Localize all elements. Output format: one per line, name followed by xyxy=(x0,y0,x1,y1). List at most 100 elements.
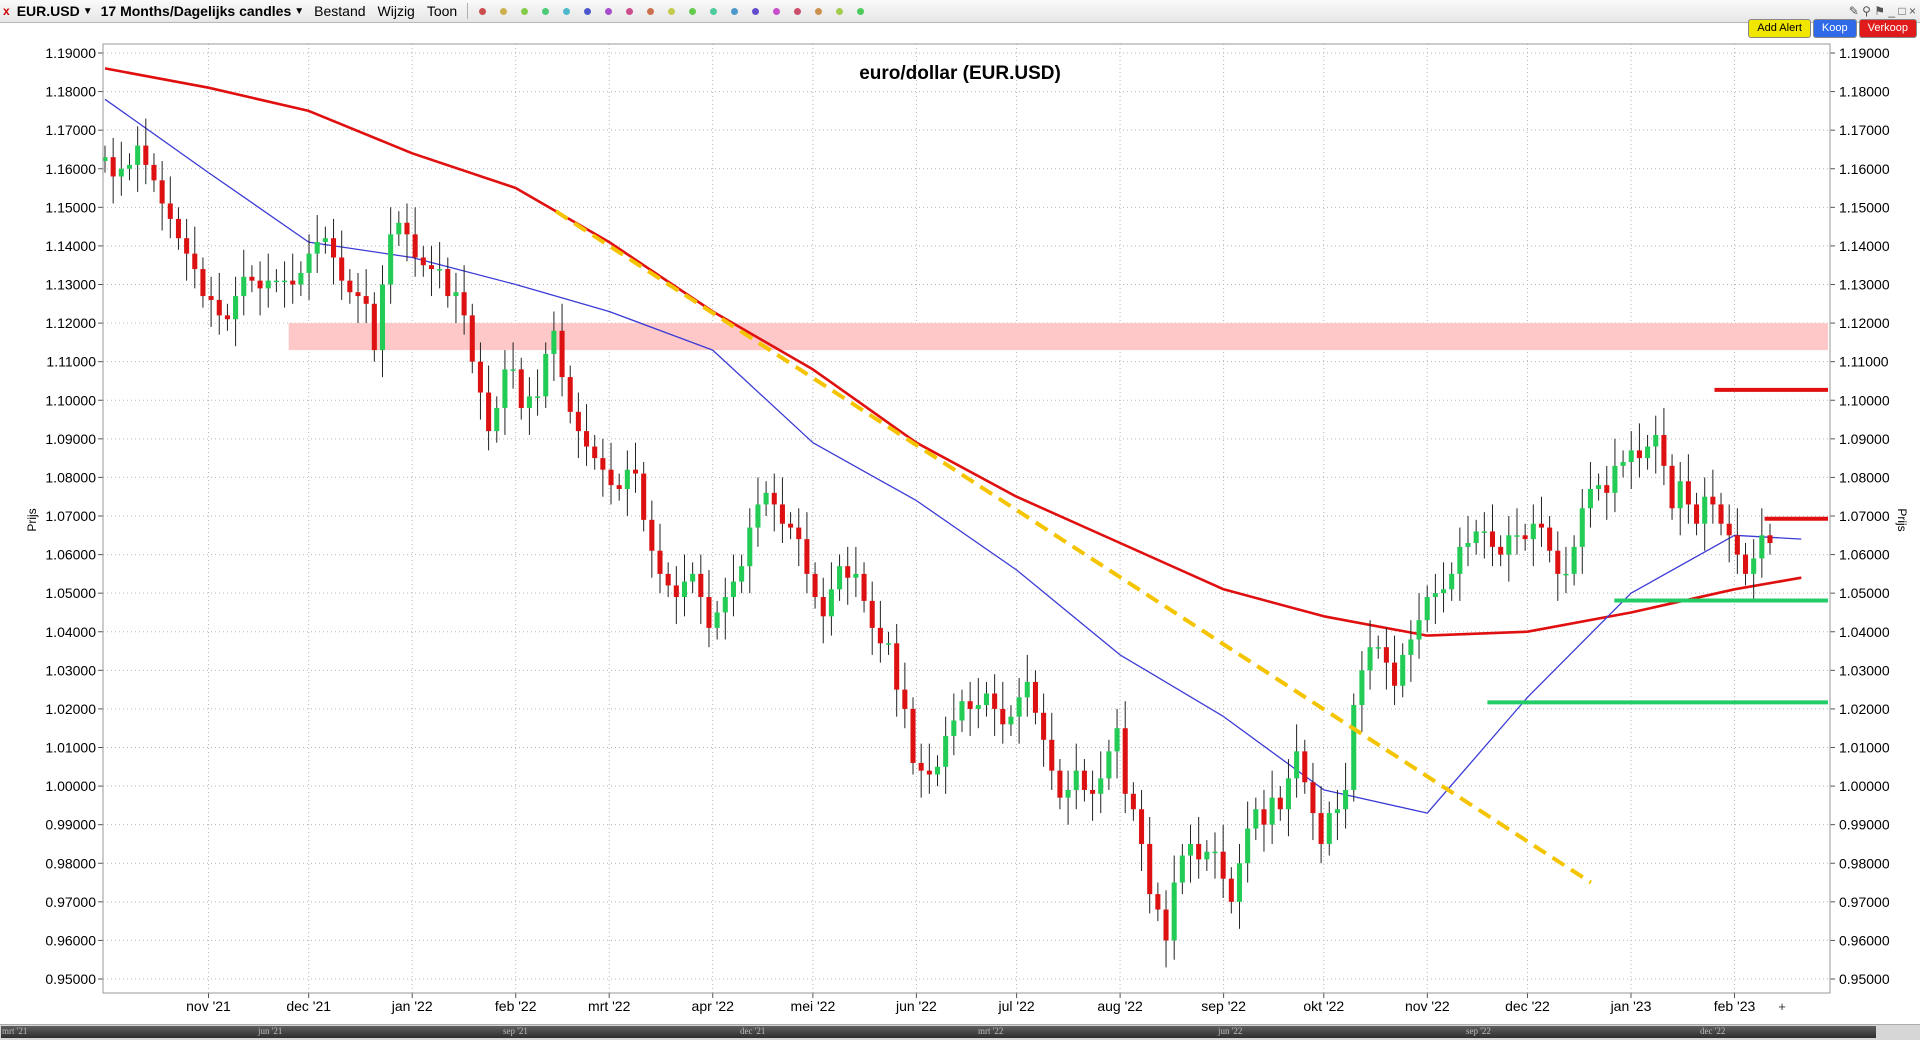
y-axis-label-right: Prijs xyxy=(1895,508,1909,531)
y-tick-label-left: 1.13000 xyxy=(45,277,96,293)
y-tick-label-right: 1.06000 xyxy=(1839,547,1890,563)
x-tick-label: okt '22 xyxy=(1303,998,1344,1014)
instrument-selector[interactable]: EUR.USD ▼ xyxy=(13,1,97,21)
candle-body xyxy=(1571,546,1577,574)
y-tick-label-right: 1.03000 xyxy=(1839,662,1890,678)
candle-body xyxy=(641,473,647,520)
link-icon[interactable]: ⚲ xyxy=(1862,4,1871,18)
candle-body xyxy=(110,157,116,177)
candle-body xyxy=(445,269,451,297)
window-close-icon[interactable]: × xyxy=(1908,4,1916,18)
candle-body xyxy=(1522,535,1528,540)
scrollbar-thumb[interactable] xyxy=(1,1026,1876,1038)
zoom-in-icon[interactable] xyxy=(707,4,721,18)
candle-body xyxy=(649,519,655,551)
candle-body xyxy=(1645,446,1651,459)
candle-body xyxy=(1702,496,1708,524)
menu-bestand[interactable]: Bestand xyxy=(314,3,366,19)
star-icon[interactable] xyxy=(665,4,679,18)
crosshair-icon[interactable] xyxy=(560,4,574,18)
candle-body xyxy=(1090,789,1096,794)
draw-line-icon[interactable] xyxy=(476,4,490,18)
candle-body xyxy=(273,280,279,283)
y-tick-label-right: 1.12000 xyxy=(1839,315,1890,331)
candle-body xyxy=(1277,797,1283,810)
y-tick-label-left: 1.15000 xyxy=(45,199,96,215)
text-icon[interactable] xyxy=(581,4,595,18)
candle-body xyxy=(559,330,565,378)
x-icon[interactable] xyxy=(686,4,700,18)
candle-body xyxy=(698,573,704,598)
candle-body xyxy=(159,180,165,204)
long-moving-average-line xyxy=(104,67,1802,637)
wrench-icon[interactable] xyxy=(854,4,868,18)
candle-body xyxy=(624,469,630,489)
candle-body xyxy=(1163,909,1169,941)
time-scrollbar[interactable]: mrt '21 jun '21 sep '21 dec '21 mrt '22 jun '… xyxy=(0,1024,1920,1040)
candle-body xyxy=(306,253,312,273)
y-tick-label-left: 1.05000 xyxy=(45,585,96,601)
candle-body xyxy=(820,597,826,617)
candle-body xyxy=(1579,508,1585,547)
candle-body xyxy=(1677,481,1683,509)
redo-icon[interactable] xyxy=(644,4,658,18)
bar-icon[interactable] xyxy=(791,4,805,18)
candle-body xyxy=(1081,770,1087,790)
candle-body xyxy=(1506,535,1512,555)
y-tick-label-left: 1.12000 xyxy=(45,315,96,331)
x-tick-label: jul '22 xyxy=(998,998,1035,1014)
zoom-out-icon[interactable] xyxy=(728,4,742,18)
y-tick-label-right: 1.15000 xyxy=(1839,199,1890,215)
candle-body xyxy=(437,269,443,271)
y-tick-label-right: 0.97000 xyxy=(1839,894,1890,910)
palette-icon[interactable] xyxy=(812,4,826,18)
candle-body xyxy=(1041,712,1047,740)
candle-body xyxy=(1767,535,1773,544)
candle-body xyxy=(1261,809,1267,825)
candle-body xyxy=(584,431,590,447)
settings-icon[interactable] xyxy=(833,4,847,18)
candle-body xyxy=(657,550,663,574)
y-tick-label-left: 1.18000 xyxy=(45,84,96,100)
maximize-icon[interactable]: □ xyxy=(1898,4,1906,18)
resistance-zone xyxy=(288,323,1829,351)
candle-body xyxy=(1538,523,1545,528)
x-tick-label: jan '22 xyxy=(391,998,433,1014)
pin-icon[interactable]: ⚑ xyxy=(1874,4,1886,18)
y-tick-label-right: 1.04000 xyxy=(1839,624,1890,640)
go-icon[interactable] xyxy=(539,4,553,18)
candle-body xyxy=(265,280,271,289)
candle-body xyxy=(1351,705,1357,790)
y-tick-label-left: 1.02000 xyxy=(45,701,96,717)
y-tick-label-right: 0.96000 xyxy=(1839,932,1890,948)
candle-body xyxy=(771,492,777,505)
candle-body xyxy=(518,369,524,408)
minimize-icon[interactable]: _ xyxy=(1888,4,1896,18)
pen-icon[interactable] xyxy=(497,4,511,18)
candle-body xyxy=(363,296,369,304)
scroll-icon[interactable] xyxy=(770,4,784,18)
menu-toon[interactable]: Toon xyxy=(426,3,458,19)
undo-icon[interactable] xyxy=(623,4,637,18)
compare-icon[interactable] xyxy=(749,4,763,18)
candle-body xyxy=(1734,535,1740,555)
add-alert-button[interactable]: Add Alert xyxy=(1748,19,1811,38)
candle-body xyxy=(102,157,108,162)
candle-body xyxy=(543,353,549,397)
tools-icon[interactable]: ✎ xyxy=(1848,4,1859,18)
scrollbar-label: jun '22 xyxy=(1218,1026,1243,1036)
menu-wijzig[interactable]: Wijzig xyxy=(377,3,415,19)
timeframe-selector[interactable]: 17 Months/Dagelijks candles ▼ xyxy=(97,1,309,21)
price-chart[interactable]: 1.19000 1.19000 1.18000 1.18000 1.17000 1.170… xyxy=(0,22,1920,1024)
candle-body xyxy=(1334,809,1340,814)
candle-body xyxy=(1326,813,1332,844)
toolbar-divider xyxy=(467,3,469,19)
verkoop-button[interactable]: Verkoop xyxy=(1858,19,1917,38)
candle-body xyxy=(992,693,998,709)
koop-button[interactable]: Koop xyxy=(1812,19,1857,38)
close-icon[interactable]: x xyxy=(3,4,10,18)
candle-body xyxy=(143,145,149,165)
candle-body xyxy=(1269,797,1275,825)
pie-icon[interactable] xyxy=(518,4,532,18)
box-icon[interactable] xyxy=(602,4,616,18)
